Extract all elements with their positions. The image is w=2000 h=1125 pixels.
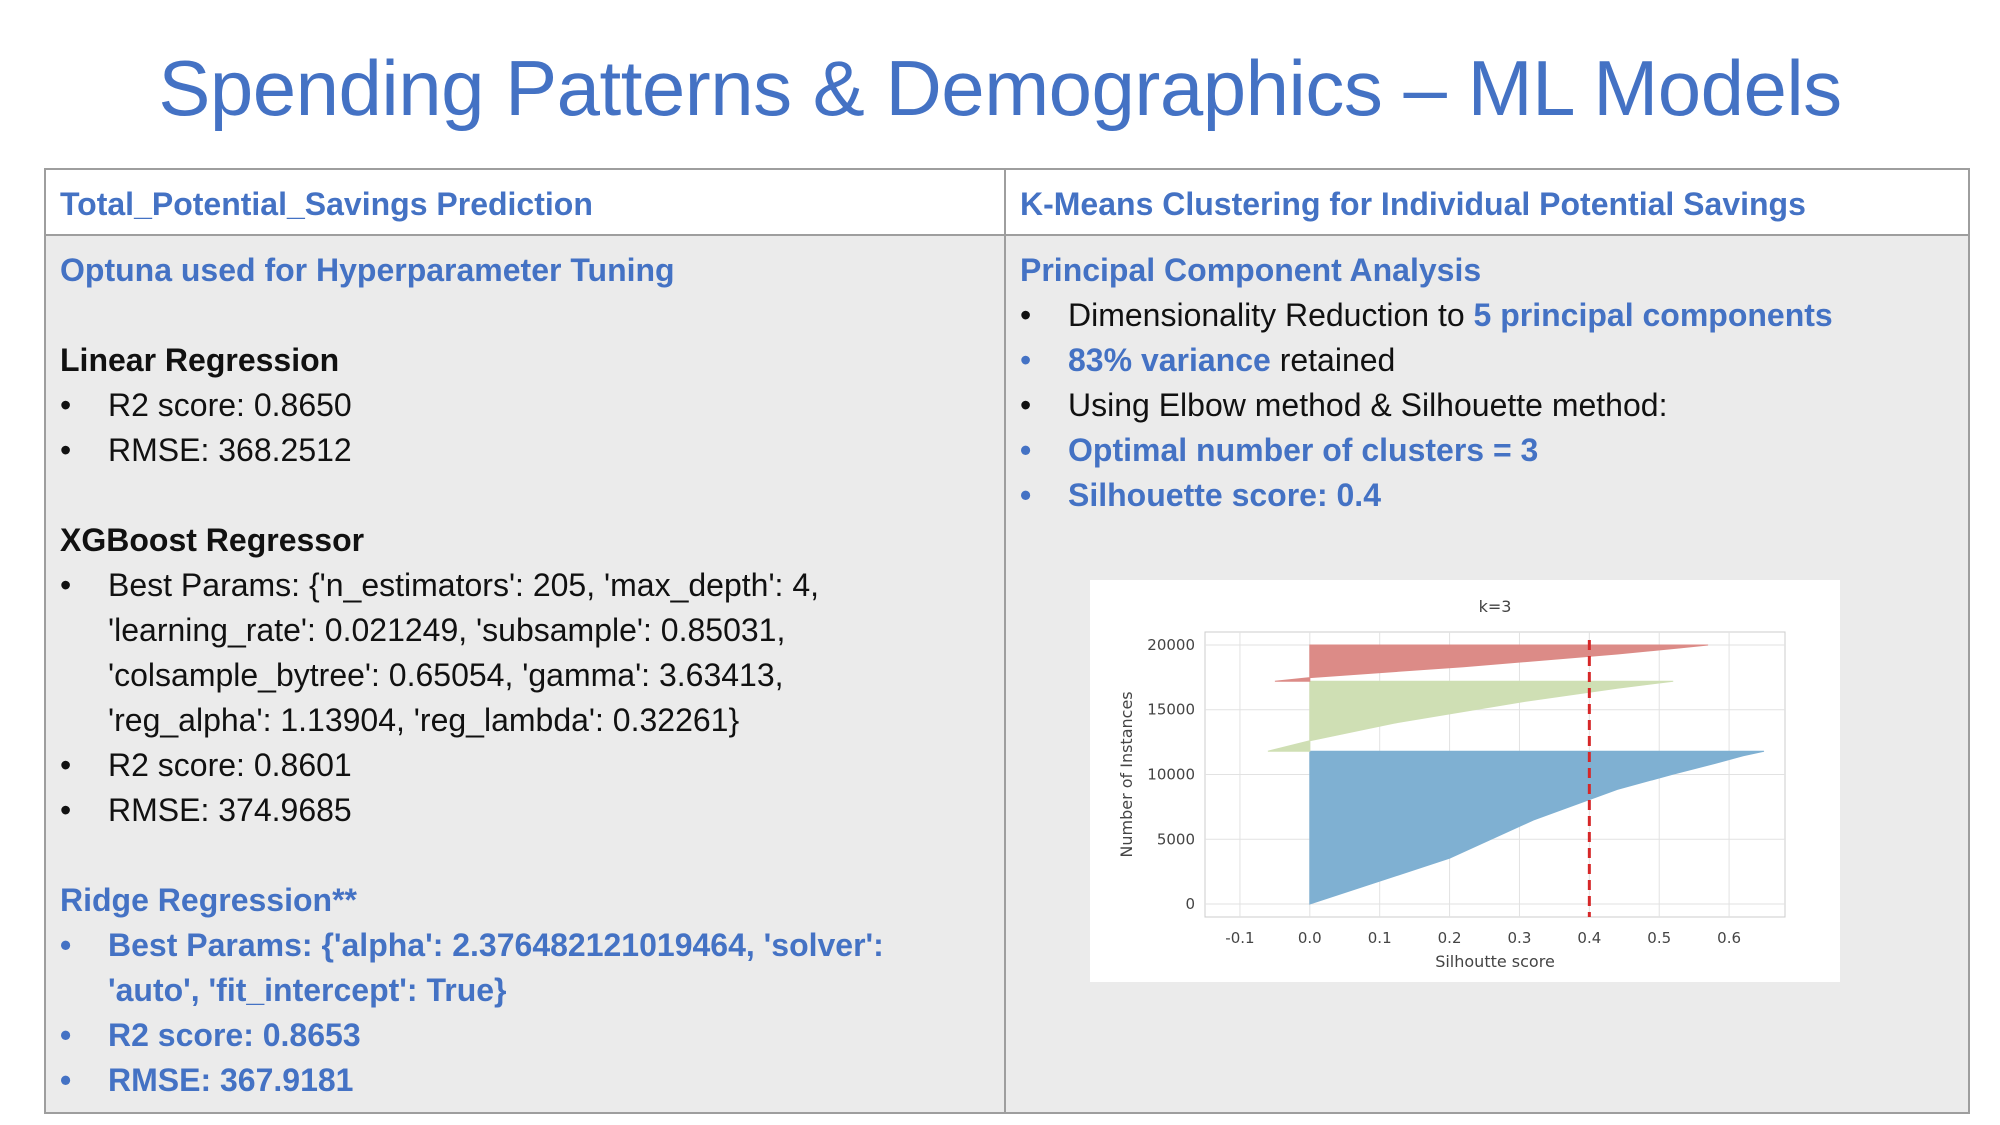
dim-item: • Dimensionality Reduction to 5 principal… xyxy=(1020,293,1958,338)
pca-heading: Principal Component Analysis xyxy=(1020,252,1482,288)
methods-item: • Using Elbow method & Silhouette method: xyxy=(1020,383,1958,428)
bullet-icon: • xyxy=(60,432,72,468)
bullet-icon: • xyxy=(1020,342,1032,378)
x-tick-label: -0.1 xyxy=(1225,929,1254,947)
optimal-text: Optimal number of clusters = 3 xyxy=(1068,432,1539,468)
linear-r2: R2 score: 0.8650 xyxy=(108,387,352,423)
y-tick-label: 15000 xyxy=(1147,701,1195,719)
left-content: Optuna used for Hyperparameter Tuning Li… xyxy=(60,248,994,1103)
xgb-params-4: 'reg_alpha': 1.13904, 'reg_lambda': 0.32… xyxy=(108,702,740,738)
ridge-params-2: 'auto', 'fit_intercept': True} xyxy=(108,972,507,1008)
cluster-silhouette-2 xyxy=(1274,644,1709,682)
dim-prefix: Dimensionality Reduction to xyxy=(1068,297,1474,333)
bullet-icon: • xyxy=(1020,477,1032,513)
variance-highlight: 83% variance xyxy=(1068,342,1271,378)
x-tick-label: 0.5 xyxy=(1647,929,1671,947)
left-header-cell: Total_Potential_Savings Prediction xyxy=(46,170,1006,236)
x-axis-label: Silhoutte score xyxy=(1435,952,1555,971)
ridge-rmse: RMSE: 367.9181 xyxy=(108,1062,354,1098)
linear-rmse-item: • RMSE: 368.2512 xyxy=(60,428,994,473)
bullet-icon: • xyxy=(60,1062,72,1098)
right-header-cell: K-Means Clustering for Individual Potent… xyxy=(1006,170,1968,236)
bullet-icon: • xyxy=(1020,297,1032,333)
left-header: Total_Potential_Savings Prediction xyxy=(60,186,593,222)
x-tick-label: 0.4 xyxy=(1577,929,1601,947)
ridge-rmse-item: • RMSE: 367.9181 xyxy=(60,1058,994,1103)
bullet-icon: • xyxy=(60,747,72,783)
dim-highlight: 5 principal components xyxy=(1473,297,1833,333)
optimal-item: • Optimal number of clusters = 3 xyxy=(1020,428,1958,473)
linear-r2-item: • R2 score: 0.8650 xyxy=(60,383,994,428)
content-table: Total_Potential_Savings Prediction K-Mea… xyxy=(44,168,1970,1114)
bullet-icon: • xyxy=(60,792,72,828)
silhouette-text: Silhouette score: 0.4 xyxy=(1068,477,1381,513)
linear-rmse: RMSE: 368.2512 xyxy=(108,432,352,468)
cluster-silhouette-0 xyxy=(1309,750,1765,905)
bullet-icon: • xyxy=(60,567,72,603)
optuna-heading: Optuna used for Hyperparameter Tuning xyxy=(60,252,675,288)
silhouette-chart: -0.1 0.0 0.1 0.2 0.3 0.4 0.5 0.6 0 5000 10000 15000… xyxy=(1090,580,1840,982)
xgb-params-item: • Best Params: {'n_estimators': 205, 'max… xyxy=(60,563,994,608)
xgb-params-3: 'colsample_bytree': 0.65054, 'gamma': 3.… xyxy=(108,657,784,693)
xgb-rmse-item: • RMSE: 374.9685 xyxy=(60,788,994,833)
bullet-icon: • xyxy=(60,1017,72,1053)
variance-suffix: retained xyxy=(1270,342,1396,378)
right-body-cell: Principal Component Analysis • Dimensiona… xyxy=(1006,236,1968,1112)
x-tick-label: 0.6 xyxy=(1717,929,1741,947)
y-tick-label: 10000 xyxy=(1147,766,1195,784)
xgb-r2-item: • R2 score: 0.8601 xyxy=(60,743,994,788)
ridge-params-item: • Best Params: {'alpha': 2.37648212101946… xyxy=(60,923,994,968)
x-tick-label: 0.0 xyxy=(1298,929,1322,947)
y-tick-label: 5000 xyxy=(1157,830,1195,848)
methods-text: Using Elbow method & Silhouette method: xyxy=(1068,387,1668,423)
left-body-cell: Optuna used for Hyperparameter Tuning Li… xyxy=(46,236,1006,1112)
bullet-icon: • xyxy=(1020,387,1032,423)
ridge-params-1: Best Params: {'alpha': 2.376482121019464… xyxy=(108,927,884,963)
chart-title: k=3 xyxy=(1479,597,1512,616)
linear-heading: Linear Regression xyxy=(60,342,340,378)
xgb-r2: R2 score: 0.8601 xyxy=(108,747,352,783)
bullet-icon: • xyxy=(1020,432,1032,468)
x-tick-label: 0.2 xyxy=(1438,929,1462,947)
xgb-params-1: Best Params: {'n_estimators': 205, 'max_… xyxy=(108,567,820,603)
ridge-r2-item: • R2 score: 0.8653 xyxy=(60,1013,994,1058)
xgb-heading: XGBoost Regressor xyxy=(60,522,365,558)
y-tick-label: 0 xyxy=(1185,895,1195,913)
cluster-silhouette-1 xyxy=(1267,680,1674,752)
x-tick-label: 0.3 xyxy=(1508,929,1532,947)
y-tick-label: 20000 xyxy=(1147,636,1195,654)
bullet-icon: • xyxy=(60,927,72,963)
y-axis-label: Number of Instances xyxy=(1117,691,1136,857)
xgb-params-2: 'learning_rate': 0.021249, 'subsample': … xyxy=(108,612,786,648)
silhouette-chart-svg: -0.1 0.0 0.1 0.2 0.3 0.4 0.5 0.6 0 5000 10000 15000… xyxy=(1117,597,1786,971)
bullet-icon: • xyxy=(60,387,72,423)
x-tick-label: 0.1 xyxy=(1368,929,1392,947)
ridge-heading: Ridge Regression** xyxy=(60,882,357,918)
xgb-rmse: RMSE: 374.9685 xyxy=(108,792,352,828)
silhouette-item: • Silhouette score: 0.4 xyxy=(1020,473,1958,518)
ridge-r2: R2 score: 0.8653 xyxy=(108,1017,361,1053)
variance-item: • 83% variance retained xyxy=(1020,338,1958,383)
right-content: Principal Component Analysis • Dimensiona… xyxy=(1020,248,1958,518)
page-title: Spending Patterns & Demographics – ML Mo… xyxy=(158,44,1842,132)
right-header: K-Means Clustering for Individual Potent… xyxy=(1020,186,1806,222)
